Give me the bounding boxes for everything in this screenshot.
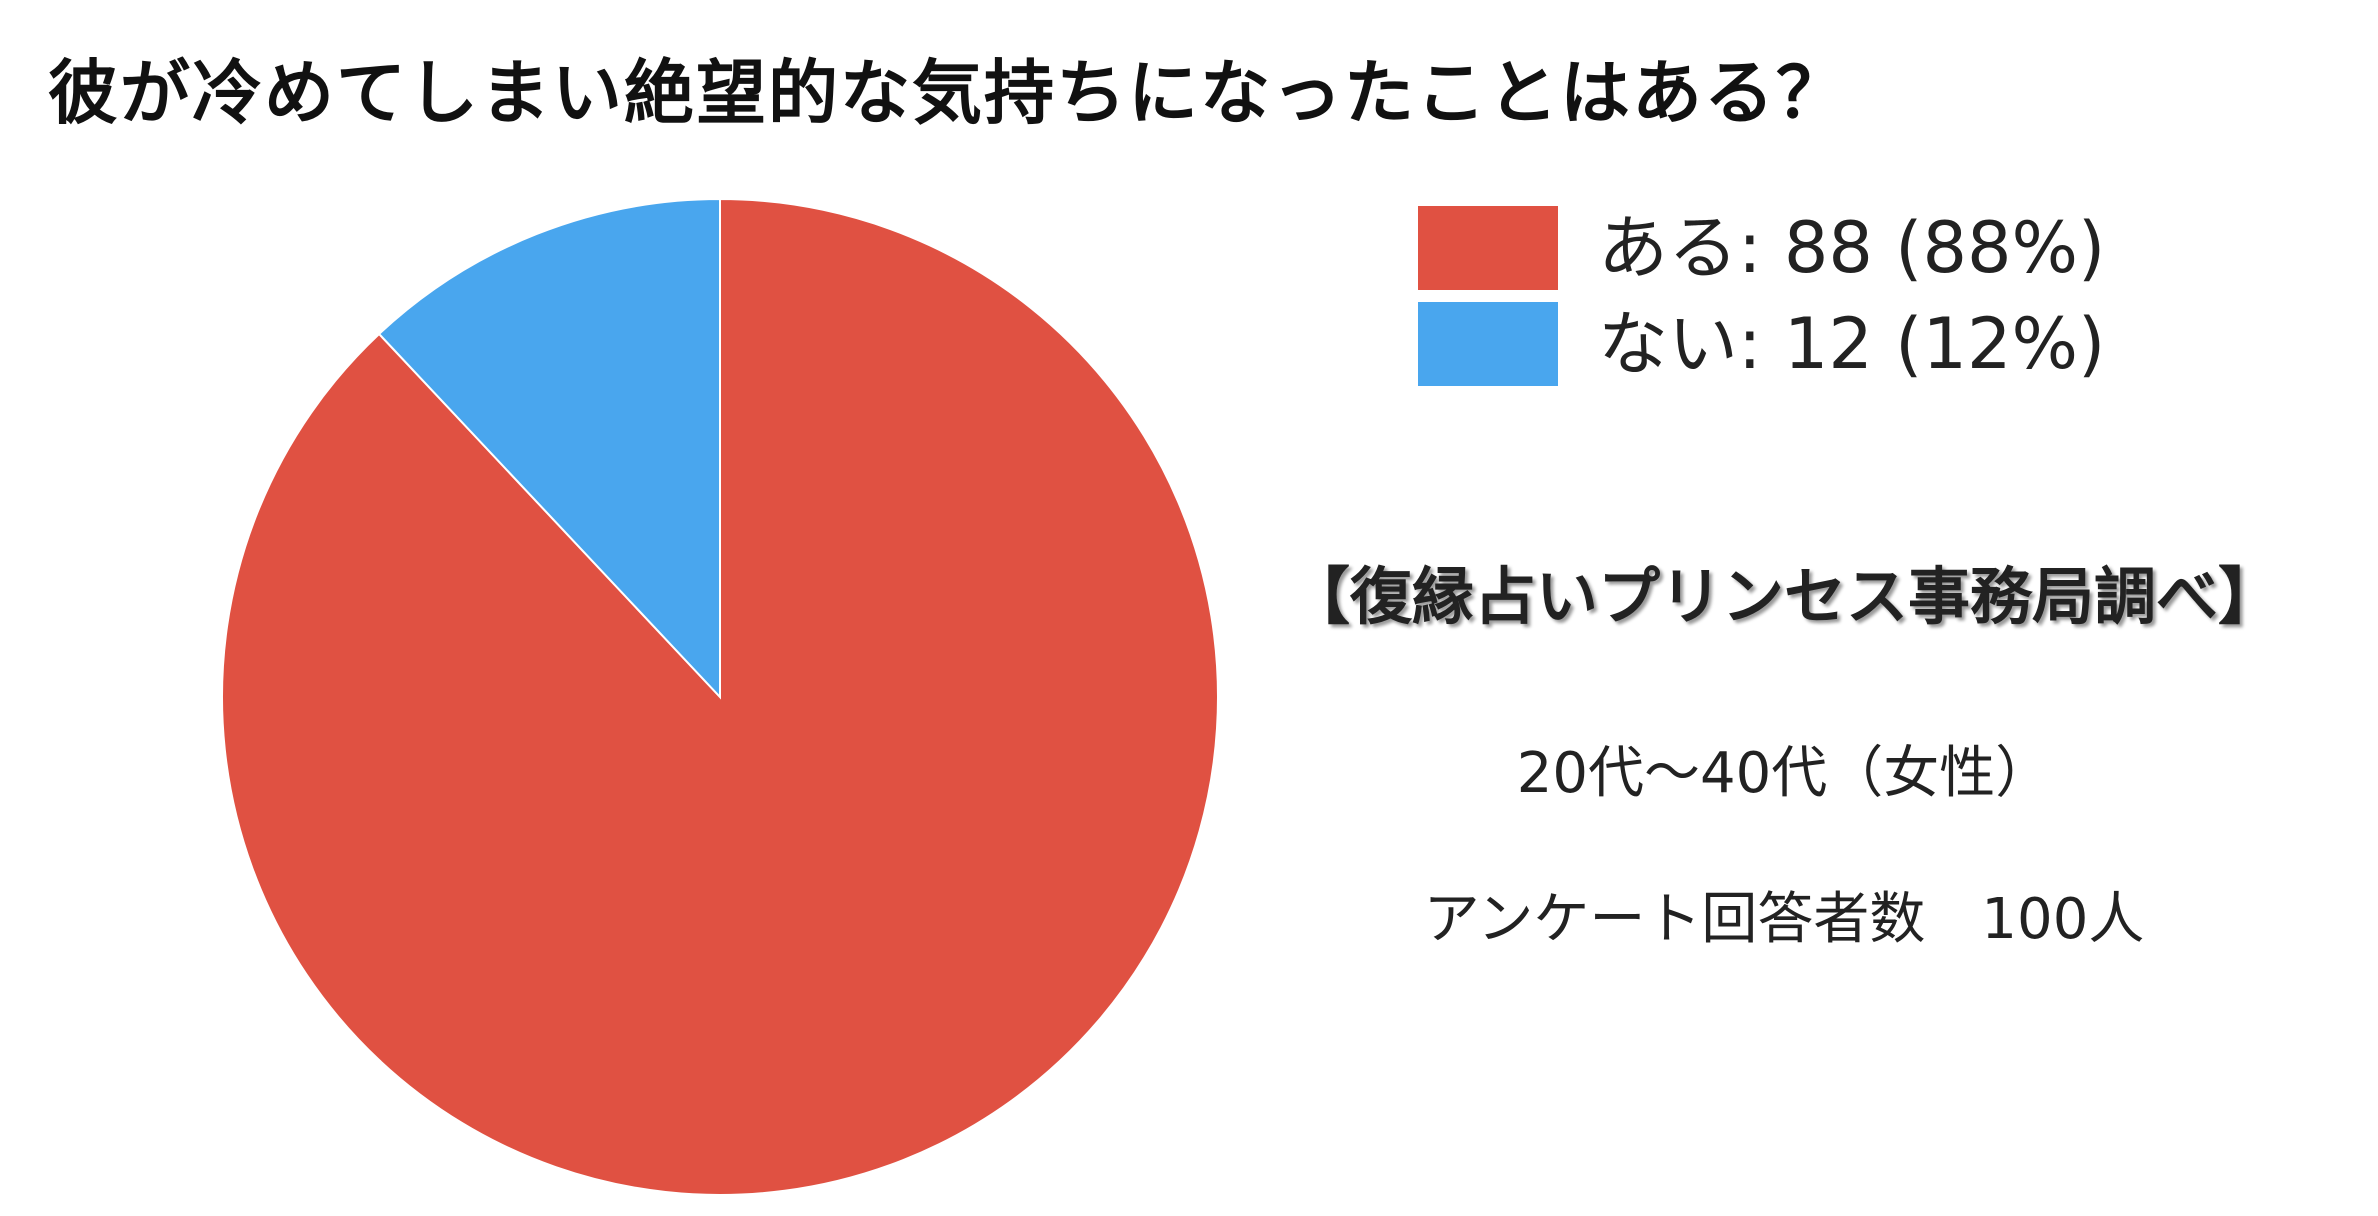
- survey-respondent-count: アンケート回答者数 100人: [1423, 887, 2145, 952]
- pie-slice-aru: [221, 197, 1219, 1196]
- source-note: 【復縁占いプリンセス事務局調べ】: [1287, 560, 2280, 633]
- legend-swatch-aru: [1418, 206, 1558, 290]
- legend-swatch-nai: [1418, 302, 1558, 386]
- chart-title: 彼が冷めてしまい絶望的な気持ちになったことはある？: [48, 52, 1848, 134]
- pie-slices: [221, 197, 1219, 1196]
- survey-age-range: 20代〜40代（女性）: [1516, 741, 2052, 806]
- legend-item-aru: ある: 88 (88%): [1418, 206, 2105, 290]
- pie-slice-nai: [377, 197, 721, 700]
- legend-label-nai: ない: 12 (12%): [1598, 303, 2106, 385]
- legend-item-nai: ない: 12 (12%): [1418, 302, 2105, 386]
- legend-label-aru: ある: 88 (88%): [1598, 207, 2106, 289]
